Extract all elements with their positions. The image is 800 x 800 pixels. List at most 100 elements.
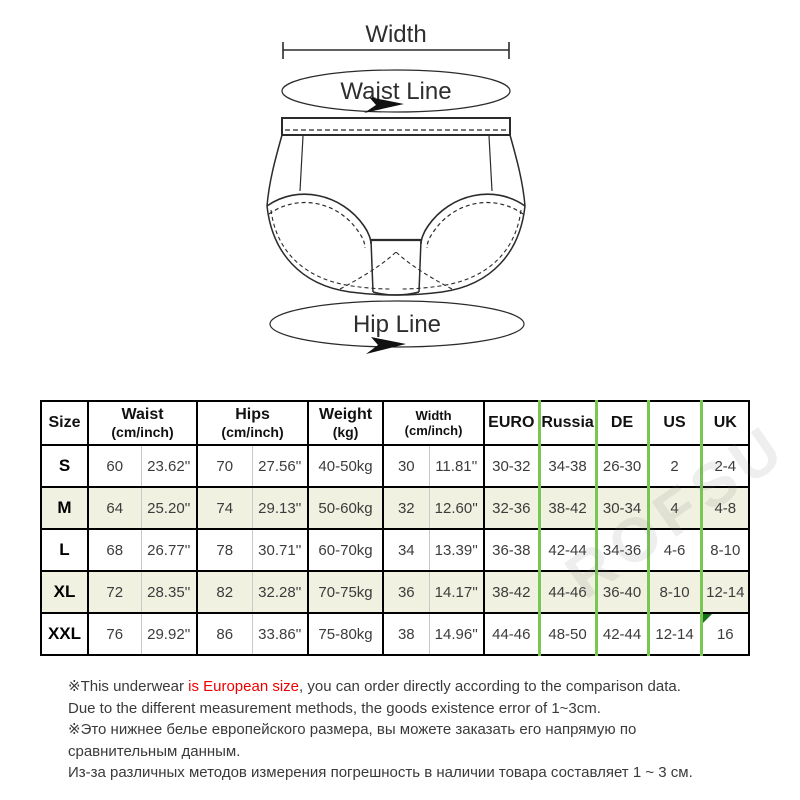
cell-waist-inch: 26.77'' (140, 528, 198, 571)
cell-hips-cm: 74 (196, 486, 253, 529)
footnotes: ※This underwear is European size, you ca… (68, 676, 740, 784)
cell-hips-inch: 27.56'' (251, 444, 309, 487)
header-cell-width: Width (cm/inch) (382, 400, 485, 445)
hip-line-ellipse (269, 300, 525, 348)
hip-arrow-icon (366, 337, 406, 354)
cell-euro: 36-38 (483, 528, 540, 571)
header-cell-de: DE (594, 400, 649, 445)
cell-russia: 42-44 (537, 528, 597, 571)
cell-de: 26-30 (594, 444, 649, 487)
cell-us: 2 (646, 444, 702, 487)
cell-size: XL (41, 570, 88, 613)
table-row-l: L 68 26.77'' 78 30.71'' 60-70kg 34 13.39… (41, 528, 750, 571)
width-label: Width (365, 21, 426, 48)
table-header-row: Size Waist (cm/inch) Hips (cm/inch) Weight… (41, 400, 750, 445)
note-line-1: ※This underwear is European size, you ca… (68, 678, 681, 695)
note-line-2: Due to the different measurement methods… (68, 699, 601, 717)
cell-russia: 34-38 (537, 444, 597, 487)
cell-waist-cm: 72 (87, 570, 141, 613)
cell-us: 4 (646, 486, 702, 529)
width-dimension-line (282, 42, 510, 59)
briefs-outline (266, 117, 526, 296)
cell-size: XXL (41, 612, 88, 655)
note-line-3: ※Это нижнее белье европейского размера, … (68, 721, 637, 738)
cell-russia: 44-46 (537, 570, 597, 613)
hip-line-label: Hip Line (353, 311, 441, 338)
table-row-m: M 64 25.20'' 74 29.13'' 50-60kg 32 12.60… (41, 486, 750, 529)
waist-arrow-icon (364, 97, 404, 113)
cell-weight: 75-80kg (307, 612, 384, 655)
cell-uk: 2-4 (699, 444, 750, 487)
cell-uk: 16 (699, 612, 750, 655)
cell-size: L (41, 528, 88, 571)
cell-euro: 30-32 (483, 444, 540, 487)
cell-width-cm: 30 (382, 444, 430, 487)
cell-de: 36-40 (594, 570, 649, 613)
cell-euro: 44-46 (483, 612, 540, 655)
cell-hips-cm: 86 (196, 612, 253, 655)
cell-width-cm: 34 (382, 528, 430, 571)
cell-weight: 70-75kg (307, 570, 384, 613)
cell-width-cm: 32 (382, 486, 430, 529)
header-cell-uk: UK (699, 400, 750, 445)
cell-us: 12-14 (646, 612, 702, 655)
cell-uk: 12-14 (699, 570, 750, 613)
cell-de: 30-34 (594, 486, 649, 529)
cell-euro: 38-42 (483, 570, 540, 613)
cell-hips-cm: 82 (196, 570, 253, 613)
cell-de: 42-44 (594, 612, 649, 655)
cell-uk: 4-8 (699, 486, 750, 529)
cell-waist-inch: 29.92'' (140, 612, 198, 655)
cell-hips-inch: 30.71'' (251, 528, 309, 571)
cell-size: M (41, 486, 88, 529)
table-row-xl: XL 72 28.35'' 82 32.28'' 70-75kg 36 14.1… (41, 570, 750, 613)
header-cell-euro: EURO (483, 400, 540, 445)
cell-hips-inch: 33.86'' (251, 612, 309, 655)
cell-waist-inch: 28.35'' (140, 570, 198, 613)
cell-width-inch: 14.17'' (428, 570, 485, 613)
cell-width-inch: 12.60'' (428, 486, 485, 529)
table-row-s: S 60 23.62'' 70 27.56'' 40-50kg 30 11.81… (41, 444, 750, 487)
cell-size: S (41, 444, 88, 487)
note-red-text: is European size (188, 678, 300, 695)
cell-hips-inch: 29.13'' (251, 486, 309, 529)
cell-russia: 48-50 (537, 612, 597, 655)
cell-waist-cm: 76 (87, 612, 141, 655)
table-row-xxl: XXL 76 29.92'' 86 33.86'' 75-80kg 38 14.… (41, 612, 750, 655)
cell-note-triangle-icon (704, 615, 712, 623)
cell-width-inch: 14.96'' (428, 612, 485, 655)
cell-weight: 50-60kg (307, 486, 384, 529)
waist-line-ellipse (281, 69, 511, 113)
cell-width-inch: 11.81'' (428, 444, 485, 487)
cell-waist-cm: 60 (87, 444, 141, 487)
header-cell-weight: Weight (kg) (307, 400, 384, 445)
cell-russia: 38-42 (537, 486, 597, 529)
cell-uk: 8-10 (699, 528, 750, 571)
waist-line-label: Waist Line (340, 78, 451, 105)
cell-width-cm: 36 (382, 570, 430, 613)
cell-hips-cm: 70 (196, 444, 253, 487)
header-cell-size: Size (41, 400, 88, 445)
cell-hips-cm: 78 (196, 528, 253, 571)
header-cell-waist: Waist (cm/inch) (86, 400, 198, 445)
cell-waist-cm: 68 (87, 528, 141, 571)
cell-waist-cm: 64 (87, 486, 141, 529)
cell-de: 34-36 (594, 528, 649, 571)
cell-waist-inch: 23.62'' (140, 444, 198, 487)
cell-width-cm: 38 (382, 612, 430, 655)
cell-weight: 60-70kg (307, 528, 384, 571)
header-cell-russia: Russia (537, 400, 597, 445)
header-cell-hips: Hips (cm/inch) (196, 400, 309, 445)
cell-euro: 32-36 (483, 486, 540, 529)
briefs-measurement-diagram: Width Waist Line (266, 21, 526, 354)
header-cell-us: US (646, 400, 702, 445)
cell-width-inch: 13.39'' (428, 528, 485, 571)
size-chart-table: Size Waist (cm/inch) Hips (cm/inch) Weight… (40, 400, 751, 656)
note-line-4: сравнительным данным. (68, 742, 241, 760)
cell-waist-inch: 25.20'' (140, 486, 198, 529)
cell-hips-inch: 32.28'' (251, 570, 309, 613)
cell-us: 4-6 (646, 528, 702, 571)
cell-us: 8-10 (646, 570, 702, 613)
cell-weight: 40-50kg (307, 444, 384, 487)
